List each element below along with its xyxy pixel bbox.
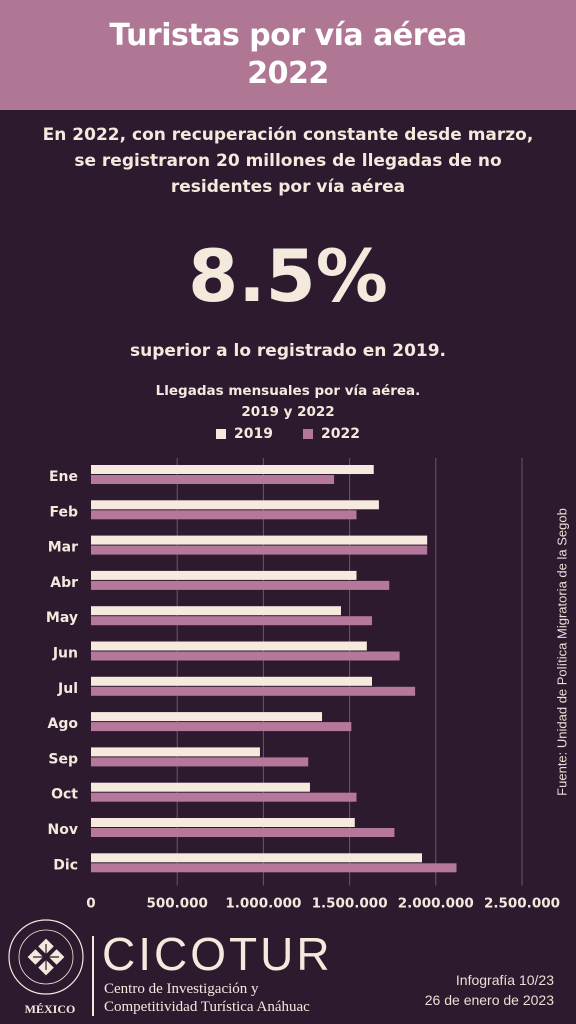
- footer-divider: [92, 936, 94, 1016]
- category-label: Oct: [51, 787, 78, 803]
- bar-2019-Jun: [91, 641, 367, 651]
- bar-2019-Ene: [91, 465, 374, 474]
- bar-2022-Oct: [91, 792, 357, 802]
- bar-2022-Feb: [91, 510, 357, 520]
- infographic-info: Infografía 10/23 26 de enero de 2023: [425, 970, 554, 1010]
- cicotur-subtitle-line-2: Competitividad Turística Anáhuac: [104, 999, 310, 1015]
- bar-2019-Dic: [91, 853, 423, 863]
- category-label: May: [46, 610, 78, 626]
- highlight-caption: superior a lo registrado en 2019.: [129, 341, 447, 361]
- intro-line-2: se registraron 20 millones de llegadas d…: [74, 151, 502, 171]
- legend-label-2022: 2022: [321, 426, 360, 442]
- mexico-label: MÉXICO: [24, 1002, 76, 1016]
- x-tick-label: 500.000: [146, 896, 208, 910]
- category-label: Dic: [53, 857, 78, 873]
- bar-2022-May: [91, 616, 373, 626]
- legend-item-2019: 2019: [216, 426, 273, 442]
- category-label: Jul: [57, 681, 78, 697]
- bar-2019-Mar: [91, 535, 428, 545]
- anahuac-seal-logo: [8, 919, 84, 995]
- cicotur-subtitle-line-1: Centro de Investigación y: [104, 981, 259, 997]
- bar-2019-Jul: [91, 676, 373, 686]
- infographic-number: Infografía 10/23: [455, 972, 554, 988]
- category-label: Sep: [48, 751, 78, 767]
- bar-2022-Mar: [91, 545, 428, 555]
- title-banner: Turistas por vía aérea 2022: [0, 0, 576, 110]
- x-tick-label: 1.500.000: [312, 896, 388, 910]
- cicotur-subtitle: Centro de Investigación y Competitividad…: [104, 980, 310, 1016]
- bar-2022-Dic: [91, 863, 457, 873]
- bar-2022-Sep: [91, 757, 309, 767]
- legend-label-2019: 2019: [234, 426, 273, 442]
- category-label: Feb: [49, 504, 78, 520]
- intro-line-1: En 2022, con recuperación constante desd…: [42, 125, 534, 145]
- bar-2019-Nov: [91, 818, 355, 827]
- legend-swatch-2019: [216, 429, 227, 439]
- bar-2019-Ago: [91, 712, 323, 722]
- chart-title-line-1: Llegadas mensuales por vía aérea.: [155, 383, 421, 399]
- highlight-value: 8.5%: [188, 234, 388, 318]
- page-title: Turistas por vía aérea: [109, 18, 467, 53]
- x-tick-label: 2.500.000: [484, 896, 560, 910]
- bar-2019-Abr: [91, 570, 357, 580]
- bar-2019-May: [91, 606, 341, 616]
- intro-line-3: residentes por vía aérea: [170, 177, 406, 197]
- category-label: Jun: [52, 646, 78, 662]
- bar-2022-Jul: [91, 686, 416, 696]
- bar-chart: 0 500.000 1.000.000 1.500.000 2.000.000 2.500…: [46, 458, 560, 910]
- x-tick-label: 0: [86, 896, 95, 910]
- category-label: Mar: [48, 540, 78, 556]
- x-tick-label: 1.000.000: [225, 896, 301, 910]
- category-label: Nov: [48, 822, 78, 838]
- chart-title: Llegadas mensuales por vía aérea. 2019 y…: [0, 381, 576, 423]
- x-tick-label: 2.000.000: [398, 896, 474, 910]
- category-label: Abr: [50, 575, 78, 591]
- page-title-year: 2022: [247, 56, 329, 91]
- source-note: Fuente: Unidad de Política Migratoria de…: [554, 508, 570, 796]
- bar-2019-Oct: [91, 782, 310, 792]
- category-label: Ago: [48, 716, 79, 732]
- category-label: Ene: [49, 469, 78, 485]
- bar-2022-Nov: [91, 828, 395, 837]
- intro-text: En 2022, con recuperación constante desd…: [20, 122, 556, 200]
- legend-item-2022: 2022: [303, 426, 360, 442]
- bar-2022-Ago: [91, 722, 352, 732]
- cicotur-logo: CICOTUR: [102, 928, 333, 980]
- bar-2022-Abr: [91, 580, 390, 590]
- chart-legend: 2019 2022: [0, 426, 576, 442]
- bar-2022-Jun: [91, 651, 400, 661]
- bar-2019-Sep: [91, 747, 260, 757]
- bar-2019-Feb: [91, 500, 379, 510]
- chart-title-line-2: 2019 y 2022: [241, 404, 335, 420]
- bar-2022-Ene: [91, 475, 335, 484]
- infographic-date: 26 de enero de 2023: [424, 992, 554, 1008]
- legend-swatch-2022: [303, 429, 313, 439]
